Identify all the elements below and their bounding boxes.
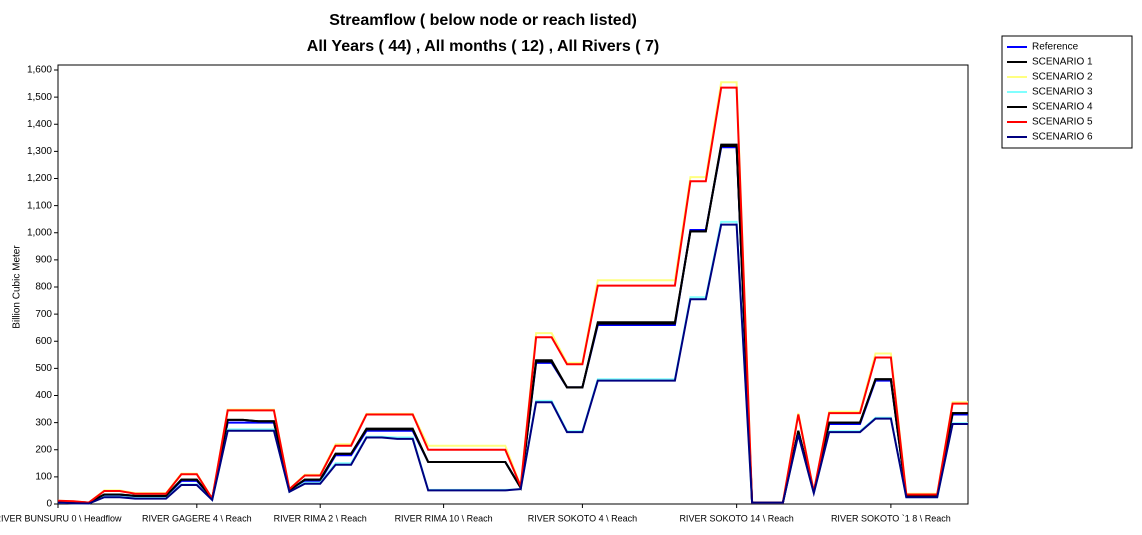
y-tick-label: 400 (35, 390, 52, 401)
y-tick-label: 500 (35, 363, 52, 374)
y-tick-label: 100 (35, 472, 52, 483)
plot-frame (57, 64, 969, 505)
y-tick-label: 300 (35, 417, 52, 428)
legend-label: SCENARIO 4 (1032, 102, 1093, 113)
y-tick-label: 600 (35, 336, 52, 347)
series-line (57, 143, 968, 504)
y-tick-label: 1,100 (27, 200, 52, 211)
series-line (57, 223, 968, 505)
x-tick-label: RIVER SOKOTO 4 \ Reach (528, 513, 637, 523)
legend-label: SCENARIO 1 (1032, 57, 1093, 68)
y-tick-label: 800 (35, 282, 52, 293)
legend-label: Reference (1032, 42, 1079, 53)
x-tick-label: RIVER RIMA 2 \ Reach (274, 513, 367, 523)
y-tick-label: 1,200 (27, 173, 52, 184)
y-tick-label: 1,000 (27, 227, 52, 238)
y-tick-label: 0 (46, 499, 52, 510)
x-tick-label: RIVER RIMA 10 \ Reach (395, 513, 493, 523)
legend-label: SCENARIO 5 (1032, 117, 1093, 128)
legend-label: SCENARIO 3 (1032, 87, 1093, 98)
chart-title: Streamflow ( below node or reach listed) (329, 12, 637, 29)
series-line (57, 86, 968, 504)
series-line (57, 145, 968, 504)
y-tick-label: 1,400 (27, 119, 52, 130)
legend-label: SCENARIO 6 (1032, 132, 1093, 143)
y-axis-label: Billion Cubic Meter (12, 245, 23, 329)
series-line (57, 146, 968, 504)
y-tick-label: 1,300 (27, 146, 52, 157)
x-tick-label: RIVER SOKOTO `1 8 \ Reach (831, 513, 951, 523)
chart-subtitle: All Years ( 44) , All months ( 12) , All… (307, 38, 659, 55)
y-tick-label: 900 (35, 255, 52, 266)
legend-label: SCENARIO 2 (1032, 72, 1093, 83)
x-tick-label: RIVER GAGERE 4 \ Reach (142, 513, 252, 523)
x-tick-label: RIVER BUNSURU 0 \ Headflow (0, 513, 122, 523)
y-tick-label: 1,500 (27, 92, 52, 103)
y-tick-label: 200 (35, 444, 52, 455)
x-tick-label: RIVER SOKOTO 14 \ Reach (679, 513, 793, 523)
y-tick-label: 1,600 (27, 65, 52, 76)
series-line (57, 220, 968, 505)
series-line (57, 81, 968, 504)
y-tick-label: 700 (35, 309, 52, 320)
